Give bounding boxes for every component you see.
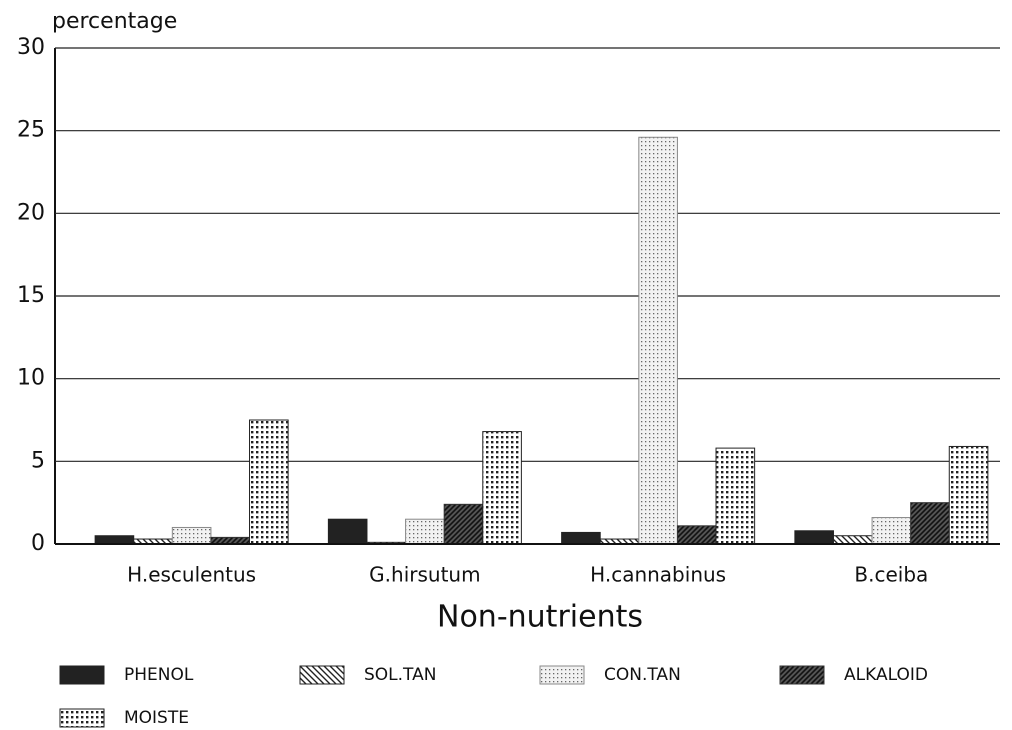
legend-label: PHENOL	[124, 665, 194, 685]
legend-label: CON.TAN	[604, 665, 681, 685]
bar	[948, 445, 989, 545]
bar	[832, 535, 873, 545]
bar	[871, 517, 912, 545]
x-tick-label: H.cannabinus	[590, 563, 726, 587]
y-axis-label: percentage	[52, 9, 177, 34]
y-tick-label: 20	[17, 200, 45, 225]
y-tick-label: 0	[31, 531, 45, 556]
bar	[794, 530, 834, 545]
x-tick-label: B.ceiba	[854, 563, 928, 587]
y-tick-label: 15	[17, 283, 45, 308]
bar	[249, 419, 289, 545]
legend-label: MOISTE	[124, 708, 189, 728]
bar	[910, 502, 950, 545]
legend-swatch	[779, 665, 825, 685]
x-tick-label: G.hirsutum	[369, 563, 480, 587]
legend-swatch	[59, 708, 105, 728]
bar	[715, 447, 756, 545]
bar	[327, 518, 368, 545]
y-tick-label: 30	[17, 35, 45, 60]
legend-swatch	[299, 665, 345, 685]
legend-label: SOL.TAN	[364, 665, 436, 685]
bar	[561, 531, 601, 545]
bar	[676, 525, 717, 545]
bar	[638, 136, 678, 545]
y-tick-label: 25	[17, 118, 45, 143]
y-tick-label: 10	[17, 366, 45, 391]
legend-swatch	[539, 665, 585, 685]
legend-label: ALKALOID	[844, 665, 928, 685]
bar	[94, 535, 135, 545]
bar	[405, 518, 445, 545]
bar	[482, 431, 522, 545]
bar	[443, 503, 484, 545]
legend-swatch	[59, 665, 105, 685]
y-tick-label: 5	[31, 448, 45, 473]
x-tick-label: H.esculentus	[127, 563, 256, 587]
bar	[171, 526, 212, 545]
x-axis-label: Non-nutrients	[437, 600, 643, 635]
